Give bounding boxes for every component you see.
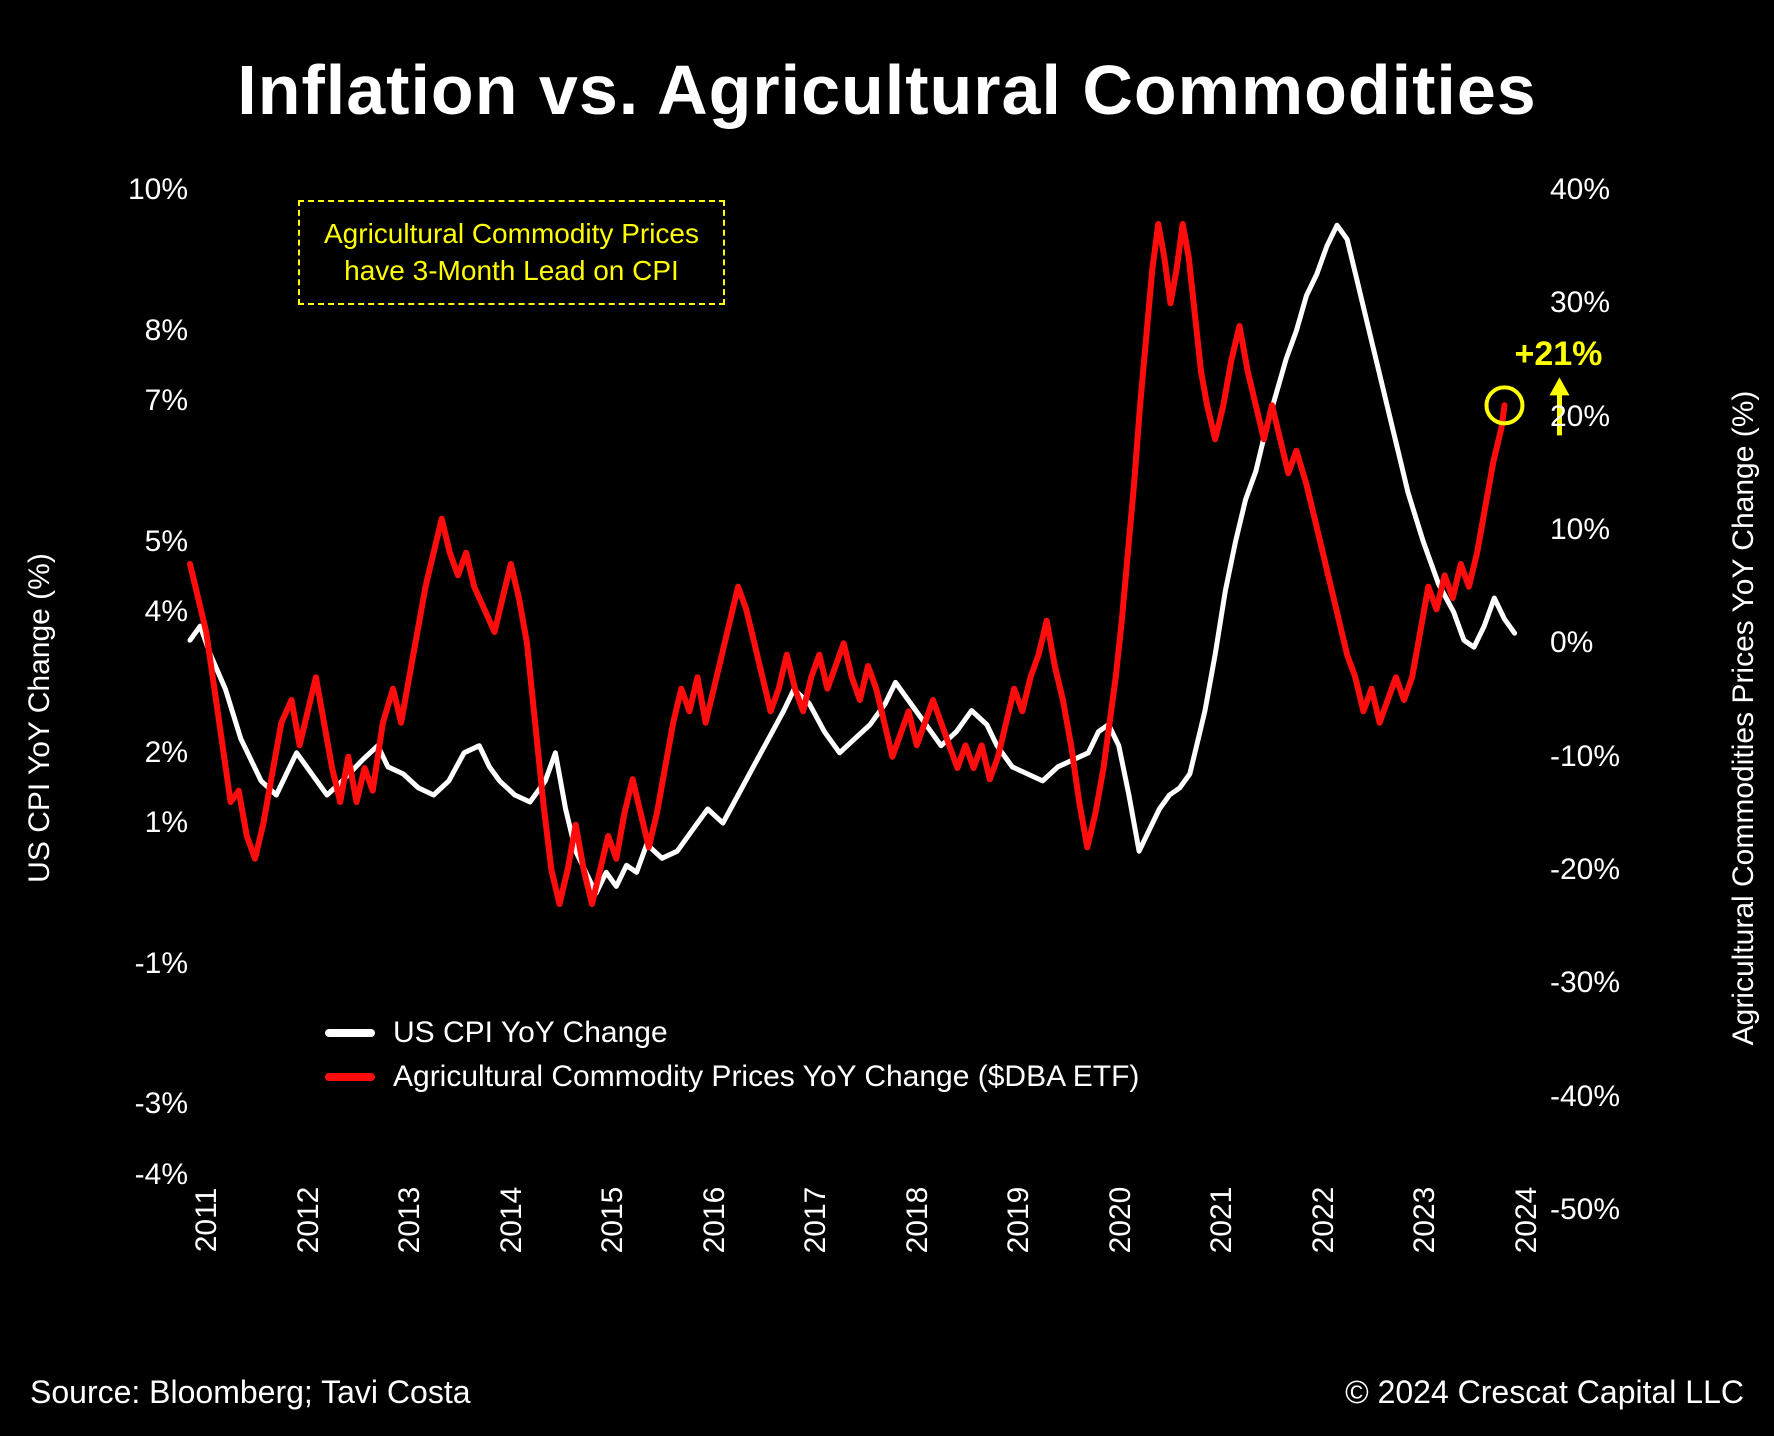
x-tick: 2019: [1002, 1187, 1036, 1254]
legend-swatch: [325, 1073, 375, 1081]
x-tick: 2012: [292, 1187, 326, 1254]
x-tick: 2022: [1307, 1187, 1341, 1254]
y-tick-left: 2%: [108, 736, 188, 770]
legend-item: Agricultural Commodity Prices YoY Change…: [325, 1060, 1139, 1094]
y-tick-right: -50%: [1550, 1193, 1650, 1227]
series-line: [190, 224, 1505, 904]
y-axis-right-label: Agricultural Commodities Prices YoY Chan…: [1727, 391, 1761, 1046]
y-tick-left: 10%: [108, 173, 188, 207]
x-tick: 2013: [393, 1187, 427, 1254]
legend-label: Agricultural Commodity Prices YoY Change…: [393, 1060, 1139, 1094]
annotation-box: Agricultural Commodity Priceshave 3-Mont…: [298, 200, 725, 305]
x-tick: 2014: [495, 1187, 529, 1254]
callout-arrow-head: [1549, 377, 1569, 395]
x-tick: 2015: [596, 1187, 630, 1254]
x-tick: 2016: [698, 1187, 732, 1254]
x-tick: 2018: [901, 1187, 935, 1254]
legend-item: US CPI YoY Change: [325, 1016, 1139, 1050]
plot-region: +21%10%8%7%5%4%2%1%-1%-3%-4%40%30%20%10%…: [190, 190, 1540, 1210]
y-tick-left: -1%: [108, 947, 188, 981]
y-tick-left: -3%: [108, 1087, 188, 1121]
y-tick-right: -20%: [1550, 853, 1650, 887]
y-tick-left: -4%: [108, 1158, 188, 1192]
y-tick-right: 30%: [1550, 286, 1650, 320]
footer-source: Source: Bloomberg; Tavi Costa: [30, 1374, 471, 1411]
x-tick: 2023: [1408, 1187, 1442, 1254]
legend: US CPI YoY Change Agricultural Commodity …: [325, 1016, 1139, 1104]
y-tick-right: -10%: [1550, 740, 1650, 774]
y-tick-right: -30%: [1550, 966, 1650, 1000]
y-tick-right: 40%: [1550, 173, 1650, 207]
chart-container: Inflation vs. Agricultural Commodities U…: [0, 0, 1774, 1436]
y-tick-right: -40%: [1550, 1080, 1650, 1114]
y-tick-left: 1%: [108, 806, 188, 840]
legend-swatch: [325, 1029, 375, 1037]
chart-area: +21%10%8%7%5%4%2%1%-1%-3%-4%40%30%20%10%…: [140, 190, 1600, 1210]
chart-title: Inflation vs. Agricultural Commodities: [0, 50, 1774, 130]
series-line: [190, 225, 1515, 893]
y-tick-left: 7%: [108, 384, 188, 418]
y-tick-right: 10%: [1550, 513, 1650, 547]
x-tick: 2024: [1510, 1187, 1544, 1254]
legend-label: US CPI YoY Change: [393, 1016, 668, 1050]
x-tick: 2021: [1205, 1187, 1239, 1254]
y-tick-left: 8%: [108, 314, 188, 348]
callout-label: +21%: [1514, 335, 1602, 374]
x-tick: 2011: [190, 1188, 224, 1253]
y-tick-right: 0%: [1550, 626, 1650, 660]
y-tick-left: 5%: [108, 525, 188, 559]
y-tick-right: 20%: [1550, 400, 1650, 434]
y-axis-left-label: US CPI YoY Change (%): [23, 553, 57, 883]
x-tick: 2017: [799, 1187, 833, 1254]
x-tick: 2020: [1104, 1187, 1138, 1254]
y-tick-left: 4%: [108, 595, 188, 629]
footer-copyright: © 2024 Crescat Capital LLC: [1345, 1374, 1744, 1411]
